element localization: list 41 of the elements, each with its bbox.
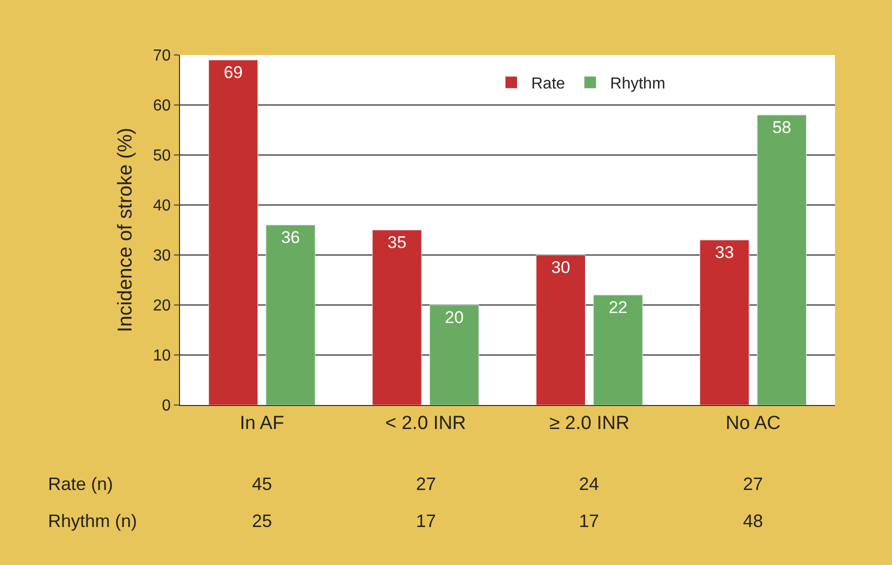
text: Rate (n) [48,474,114,494]
data-label: 36 [281,228,300,247]
y-tick-label: 50 [153,148,171,165]
text: 25 [252,511,272,531]
data-label: 58 [772,118,792,137]
x-tick-label: < 2.0 INR [385,412,466,434]
text: 17 [579,511,600,531]
y-tick-label: 10 [153,348,171,365]
y-tick-label: 30 [153,248,171,265]
text: 45 [252,474,272,494]
data-label: 69 [224,63,243,82]
x-tick-label: No AC [726,412,781,434]
text: 27 [416,474,436,494]
data-label: 33 [715,243,734,262]
text: Rhythm (n) [48,511,138,531]
bar [593,294,643,405]
y-tick-label: 40 [153,198,171,215]
data-label: 22 [608,298,628,317]
text: 24 [579,474,600,494]
x-tick-label: ≥ 2.0 INR [549,412,630,434]
data-label: 30 [551,258,570,277]
bar [372,230,422,405]
bar [208,60,258,405]
y-tick-label: 60 [153,98,171,115]
text: 48 [743,511,764,531]
y-tick-label: 0 [162,398,171,415]
bar [756,114,807,405]
x-tick-label: In AF [240,412,284,434]
bar [536,254,586,405]
y-axis-title: Incidence of stroke (%) [114,128,137,332]
data-label: 20 [444,308,464,327]
legend-label: Rate [531,76,566,93]
text: 27 [743,474,764,494]
bar [700,240,750,405]
legend-label: Rhythm [610,76,666,93]
data-label: 35 [388,233,406,252]
bar [429,304,480,405]
text: 17 [416,511,436,531]
bar [266,224,316,405]
y-tick-label: 70 [153,48,171,65]
y-tick-label: 20 [153,298,171,315]
